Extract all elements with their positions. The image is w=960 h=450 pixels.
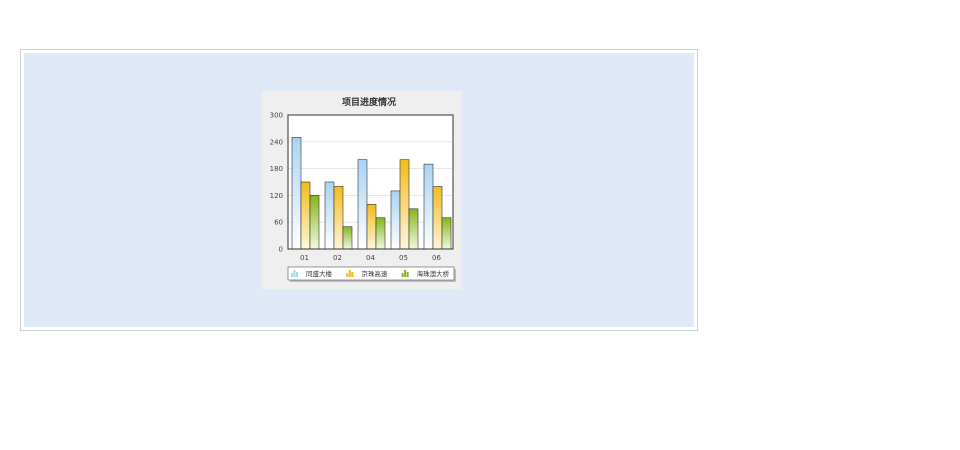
legend-icon-bar — [348, 270, 351, 277]
chart-title: 项目进度情况 — [342, 96, 396, 108]
bar — [342, 226, 353, 250]
bar — [300, 181, 311, 250]
legend-label: 海珠澳大桥 — [417, 269, 450, 278]
bar — [423, 163, 434, 250]
bar — [366, 204, 377, 250]
y-tick-label: 120 — [270, 192, 283, 200]
x-tick-label: 05 — [399, 254, 408, 262]
plot-frame — [287, 114, 454, 250]
y-tick-label: 240 — [270, 138, 283, 146]
legend-label: 同盛大楼 — [306, 269, 333, 278]
legend-icon-bar — [346, 273, 349, 277]
legend-box — [287, 266, 455, 281]
legend-icon-bar — [293, 270, 296, 277]
bar — [441, 217, 452, 250]
legend-icon-bar — [296, 272, 298, 277]
bar — [390, 190, 401, 250]
legend-icon-bar — [406, 272, 409, 277]
bar — [408, 208, 419, 250]
bar — [309, 195, 320, 250]
bar — [399, 159, 410, 250]
y-tick-label: 0 — [279, 246, 283, 254]
bar — [357, 159, 368, 250]
x-tick-label: 06 — [432, 254, 441, 262]
x-tick-label: 04 — [366, 254, 375, 262]
plot-area: 0 60 120 180 240 300 01 02 04 05 06 — [270, 112, 454, 262]
legend-label: 京珠高速 — [361, 269, 388, 278]
x-tick-label: 02 — [333, 254, 342, 262]
y-tick-label: 60 — [274, 219, 283, 227]
legend: 同盛大楼 京珠高速 海珠澳大桥 — [287, 266, 456, 282]
legend-icon-bar — [401, 273, 404, 277]
chart-container-frame: 项目进度情况 0 60 120 180 240 300 01 02 04 05 06 同盛大楼 京珠高… — [20, 49, 698, 331]
bar — [333, 186, 344, 250]
legend-icon-bar — [404, 270, 407, 277]
y-tick-label: 300 — [270, 112, 283, 120]
chart-container-background: 项目进度情况 0 60 120 180 240 300 01 02 04 05 06 同盛大楼 京珠高… — [24, 53, 694, 327]
chart: 项目进度情况 0 60 120 180 240 300 01 02 04 05 06 同盛大楼 京珠高… — [262, 91, 462, 289]
x-tick-label: 01 — [300, 254, 309, 262]
bar — [324, 181, 335, 250]
bar — [432, 186, 443, 250]
bar — [375, 217, 386, 250]
legend-icon-bar — [351, 272, 354, 277]
y-tick-label: 180 — [270, 165, 283, 173]
bar — [291, 137, 302, 250]
legend-icon-bar — [291, 273, 293, 277]
bar-chart-svg: 项目进度情况 0 60 120 180 240 300 01 02 04 05 06 同盛大楼 京珠高… — [262, 91, 462, 289]
